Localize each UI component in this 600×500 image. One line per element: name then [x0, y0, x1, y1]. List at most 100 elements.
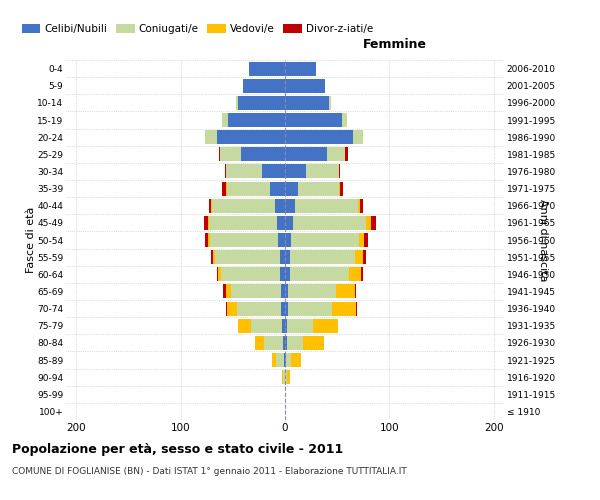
Bar	[285, 336, 287, 350]
Bar	[359, 233, 364, 247]
Bar	[293, 216, 367, 230]
Bar	[346, 148, 347, 162]
Bar	[340, 182, 343, 196]
Bar	[238, 318, 251, 332]
Bar	[218, 268, 221, 281]
Bar	[282, 318, 285, 332]
Bar	[332, 302, 356, 316]
Bar	[285, 96, 329, 110]
Bar	[360, 198, 363, 212]
Bar	[227, 302, 237, 316]
Bar	[355, 284, 356, 298]
Bar	[211, 198, 212, 212]
Bar	[290, 250, 355, 264]
Bar	[208, 216, 209, 230]
Bar	[217, 268, 218, 281]
Bar	[238, 96, 285, 110]
Bar	[209, 198, 211, 212]
Bar	[272, 353, 275, 367]
Bar	[364, 233, 368, 247]
Text: Anni di nascita: Anni di nascita	[538, 198, 548, 281]
Bar	[327, 148, 346, 162]
Bar	[203, 216, 208, 230]
Bar	[226, 302, 227, 316]
Bar	[226, 164, 262, 178]
Bar	[285, 182, 298, 196]
Bar	[361, 268, 363, 281]
Bar	[223, 113, 227, 127]
Bar	[205, 130, 217, 144]
Bar	[358, 198, 360, 212]
Bar	[285, 302, 288, 316]
Bar	[221, 268, 280, 281]
Text: Fasce di età: Fasce di età	[26, 207, 36, 273]
Bar	[336, 284, 355, 298]
Bar	[353, 130, 363, 144]
Bar	[255, 336, 264, 350]
Bar	[355, 250, 363, 264]
Bar	[306, 164, 339, 178]
Text: COMUNE DI FOGLIANISE (BN) - Dati ISTAT 1° gennaio 2011 - Elaborazione TUTTITALIA: COMUNE DI FOGLIANISE (BN) - Dati ISTAT 1…	[12, 468, 407, 476]
Bar	[281, 302, 285, 316]
Bar	[223, 284, 226, 298]
Bar	[343, 113, 347, 127]
Bar	[285, 148, 327, 162]
Bar	[285, 216, 293, 230]
Bar	[213, 250, 215, 264]
Bar	[208, 233, 210, 247]
Bar	[363, 250, 367, 264]
Bar	[220, 148, 241, 162]
Text: Femmine: Femmine	[362, 38, 427, 51]
Bar	[287, 318, 313, 332]
Bar	[371, 216, 376, 230]
Text: Popolazione per età, sesso e stato civile - 2011: Popolazione per età, sesso e stato civil…	[12, 442, 343, 456]
Bar	[236, 96, 238, 110]
Bar	[282, 370, 283, 384]
Bar	[224, 164, 226, 178]
Bar	[264, 336, 283, 350]
Bar	[339, 182, 340, 196]
Bar	[285, 370, 287, 384]
Bar	[277, 216, 285, 230]
Bar	[262, 164, 285, 178]
Bar	[288, 302, 332, 316]
Bar	[285, 130, 353, 144]
Bar	[241, 148, 285, 162]
Bar	[367, 216, 371, 230]
Bar	[303, 336, 323, 350]
Bar	[278, 233, 285, 247]
Bar	[285, 198, 295, 212]
Bar	[288, 284, 336, 298]
Bar	[285, 233, 291, 247]
Bar	[283, 336, 285, 350]
Bar	[285, 62, 316, 76]
Bar	[280, 268, 285, 281]
Bar	[313, 318, 338, 332]
Bar	[285, 318, 287, 332]
Bar	[275, 353, 284, 367]
Bar	[210, 233, 278, 247]
Bar	[298, 182, 339, 196]
Legend: Celibi/Nubili, Coniugati/e, Vedovi/e, Divor­z­iati/e: Celibi/Nubili, Coniugati/e, Vedovi/e, Di…	[20, 22, 375, 36]
Bar	[243, 78, 285, 92]
Bar	[227, 182, 271, 196]
Bar	[275, 198, 285, 212]
Bar	[215, 250, 280, 264]
Bar	[209, 216, 277, 230]
Bar	[287, 370, 290, 384]
Bar	[280, 250, 285, 264]
Bar	[226, 284, 231, 298]
Bar	[290, 268, 349, 281]
Bar	[285, 78, 325, 92]
Bar	[226, 182, 227, 196]
Bar	[285, 164, 306, 178]
Bar	[291, 233, 359, 247]
Bar	[283, 370, 285, 384]
Bar	[285, 353, 286, 367]
Bar	[286, 353, 291, 367]
Bar	[205, 233, 208, 247]
Bar	[271, 182, 285, 196]
Bar	[211, 250, 213, 264]
Bar	[285, 268, 290, 281]
Bar	[281, 284, 285, 298]
